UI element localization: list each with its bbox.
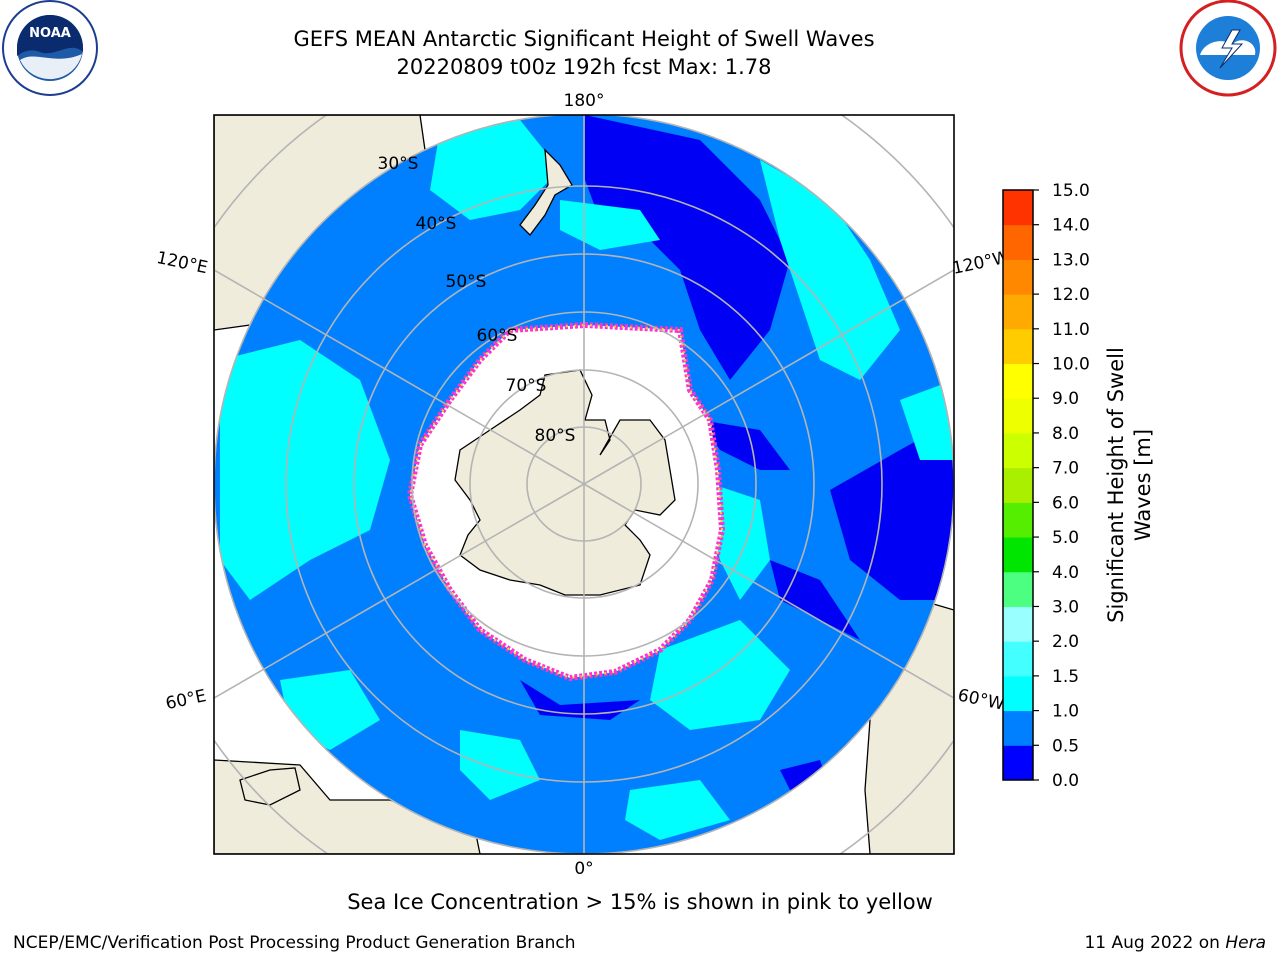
colorbar-frame xyxy=(1002,189,1034,781)
lon-label-lower-left: 60°E xyxy=(164,686,208,714)
map-subtitle: 20220809 t00z 192h fcst Max: 1.78 xyxy=(396,55,772,79)
lat-label-40s: 40°S xyxy=(416,214,457,234)
host-name: Hera xyxy=(1225,933,1266,953)
colorbar-segment xyxy=(1003,675,1033,712)
colorbar-segment xyxy=(1003,398,1033,434)
noaa-logo: NOAA xyxy=(2,0,98,96)
svg-text:NOAA: NOAA xyxy=(29,26,71,41)
colorbar-tick-label: 8.0 xyxy=(1052,424,1079,444)
colorbar-tick-label: 2.0 xyxy=(1052,632,1079,652)
colorbar-tick-label: 13.0 xyxy=(1052,250,1090,270)
map-area xyxy=(214,115,954,854)
colorbar-tick-label: 4.0 xyxy=(1052,563,1079,583)
lon-label-lower-right: 60°W xyxy=(956,685,1006,714)
colorbar-segment xyxy=(1003,363,1033,399)
colorbar-segment xyxy=(1003,328,1033,365)
lat-label-50s: 50°S xyxy=(446,272,487,292)
sea-ice-note: Sea Ice Concentration > 15% is shown in … xyxy=(347,890,933,914)
colorbar-tick-label: 1.0 xyxy=(1052,702,1079,722)
colorbar-segment xyxy=(1003,710,1033,746)
lat-label-30s: 30°S xyxy=(378,154,419,174)
colorbar-tick-label: 0.0 xyxy=(1052,771,1079,791)
lat-label-70s: 70°S xyxy=(506,376,547,396)
colorbar-tick-label: 3.0 xyxy=(1052,597,1079,617)
colorbar-segment xyxy=(1003,224,1033,260)
lat-label-80s: 80°S xyxy=(535,426,576,446)
graticule xyxy=(214,115,954,854)
colorbar-segment xyxy=(1003,190,1033,226)
colorbar-tick-label: 9.0 xyxy=(1052,389,1079,409)
lon-label-upper-left: 120°E xyxy=(155,248,210,278)
colorbar-tick-label: 12.0 xyxy=(1052,285,1090,305)
land-antarctica xyxy=(454,369,676,596)
nws-logo xyxy=(1179,0,1277,97)
lon-label-bottom: 0° xyxy=(574,859,593,879)
colorbar-tick-label: 11.0 xyxy=(1052,320,1090,340)
map-frame xyxy=(213,114,955,855)
credit-text: NCEP/EMC/Verification Post Processing Pr… xyxy=(13,933,576,953)
lat-label-60s: 60°S xyxy=(477,326,518,346)
lon-label-top: 180° xyxy=(564,91,605,111)
land-madagascar xyxy=(239,767,301,806)
colorbar-tick-label: 1.5 xyxy=(1052,667,1079,687)
colorbar-segment xyxy=(1003,259,1033,295)
colorbar-tick-label: 7.0 xyxy=(1052,459,1079,479)
colorbar-tick-label: 10.0 xyxy=(1052,355,1090,375)
date-prefix: 11 Aug 2022 on xyxy=(1084,933,1226,953)
colorbar-segment xyxy=(1003,294,1033,330)
colorbar-segment xyxy=(1003,502,1033,538)
colorbar-segment xyxy=(1003,641,1033,677)
colorbar-tick-label: 14.0 xyxy=(1052,216,1090,236)
colorbar-label-line2: Waves [m] xyxy=(1131,429,1155,541)
colorbar: 0.0 0.5 1.0 1.5 2.0 3.0 4.0 5.0 6.0 7.0 8.0 9.0 10.0… xyxy=(1002,181,1090,791)
colorbar-segment xyxy=(1003,432,1033,469)
colorbar-tick-label: 5.0 xyxy=(1052,528,1079,548)
colorbar-segment xyxy=(1003,571,1033,607)
colorbar-segment xyxy=(1003,537,1033,573)
colorbar-segment xyxy=(1003,745,1033,781)
colorbar-tick-label: 6.0 xyxy=(1052,493,1079,513)
colorbar-label-line1: Significant Height of Swell xyxy=(1104,347,1128,623)
map-title: GEFS MEAN Antarctic Significant Height o… xyxy=(293,27,875,51)
date-text: 11 Aug 2022 on Hera xyxy=(1084,933,1266,953)
colorbar-tick-label: 0.5 xyxy=(1052,736,1079,756)
land-new-zealand xyxy=(519,148,573,236)
colorbar-tick-label: 15.0 xyxy=(1052,181,1090,201)
colorbar-segment xyxy=(1003,606,1033,642)
colorbar-segment xyxy=(1003,467,1033,503)
